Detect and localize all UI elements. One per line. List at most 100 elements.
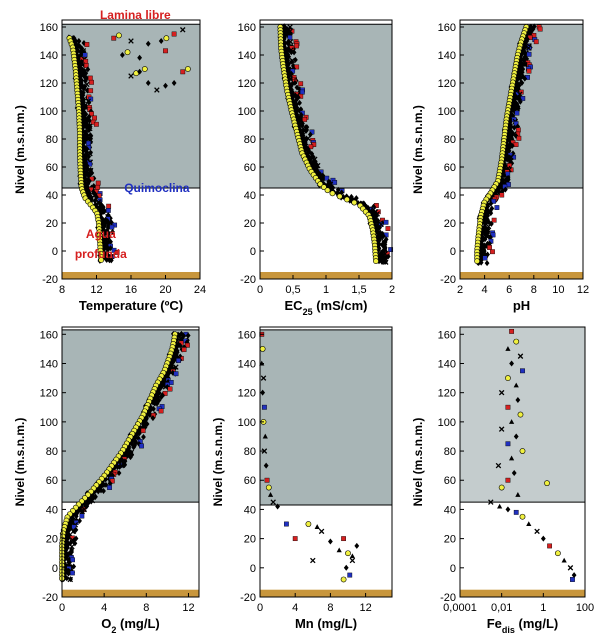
oxygen-point-326 <box>101 488 106 495</box>
conductivity-point-47 <box>294 43 299 49</box>
temperature-point-97 <box>89 79 94 85</box>
temperature-point-115 <box>88 88 94 94</box>
ph-point-190 <box>514 110 520 116</box>
oxygen-point-375 <box>79 513 85 519</box>
conductivity-point-566 <box>351 199 358 206</box>
x-tick-label: 0,0001 <box>443 602 477 614</box>
oxygen-point-285 <box>116 470 122 477</box>
ph-point-63 <box>522 50 528 57</box>
y-tick-label: 60 <box>46 162 58 174</box>
iron-point-30 <box>547 543 553 549</box>
x-tick-label: 2 <box>389 284 395 296</box>
temperature-point-375 <box>105 207 111 213</box>
y-tick-label: -20 <box>440 592 456 604</box>
ph-point-407 <box>482 210 488 217</box>
temperature-point-571 <box>180 69 186 75</box>
oxygen-point-309 <box>107 480 113 487</box>
y-tick-label: 60 <box>244 475 256 487</box>
conductivity-point-336 <box>321 180 327 187</box>
manganese-point-12 <box>267 492 274 497</box>
sediment-band <box>260 589 392 597</box>
y-tick-label: 20 <box>46 218 58 230</box>
manganese-point-26 <box>340 576 347 583</box>
manganese-point-11 <box>265 484 272 491</box>
conductivity-point-126 <box>292 79 298 86</box>
oxygen-point-349 <box>79 502 85 509</box>
temperature-point-379 <box>101 208 107 215</box>
oxygen-point-260 <box>117 458 123 465</box>
iron-point-11 <box>517 411 524 418</box>
conductivity-point-61 <box>291 49 297 56</box>
iron-point-6 <box>505 375 511 381</box>
manganese-point-8 <box>261 448 268 454</box>
temperature-point-173 <box>81 114 87 121</box>
temperature-point-561 <box>171 31 177 37</box>
conductivity-point-325 <box>324 175 330 181</box>
y-tick-label: 40 <box>46 190 58 202</box>
ph-point-358 <box>495 187 501 194</box>
manganese-point-18 <box>318 528 325 535</box>
temperature-y-axis-label: Nivel (m.s.n.m.) <box>13 105 27 194</box>
conductivity-point-128 <box>298 81 304 87</box>
manganese-point-22 <box>336 547 342 553</box>
y-tick-label: -20 <box>42 274 58 286</box>
temperature-point-346 <box>93 193 99 200</box>
conductivity-point-362 <box>340 193 346 200</box>
manganese-point-23 <box>349 557 356 564</box>
oxygen-point-149 <box>154 400 160 407</box>
iron-point-34 <box>571 572 577 579</box>
y-tick-label: -20 <box>42 592 58 604</box>
temperature-point-207 <box>82 130 88 137</box>
manganese-point-16 <box>305 521 312 527</box>
x-tick-label: 0,01 <box>491 602 512 614</box>
iron-point-20 <box>505 477 511 483</box>
x-tick-label: 1 <box>540 602 546 614</box>
oxygen-point-332 <box>89 492 95 499</box>
conductivity-point-27 <box>287 35 293 40</box>
iron-point-25 <box>513 509 519 515</box>
temperature-point-566 <box>163 48 168 54</box>
temperature-point-402 <box>99 221 105 228</box>
x-tick-label: 10 <box>552 284 564 296</box>
conductivity-point-48 <box>282 44 288 51</box>
iron-point-32 <box>561 557 567 563</box>
conductivity-point-504 <box>376 258 382 265</box>
ph-point-490 <box>490 249 495 255</box>
iron-point-23 <box>488 499 494 505</box>
y-tick-label: 0 <box>250 246 256 258</box>
y-tick-label: 140 <box>238 358 256 370</box>
oxygen-point-347 <box>86 498 92 505</box>
temperature-point-567 <box>128 73 134 79</box>
ph-point-422 <box>491 217 497 223</box>
y-tick-label: 160 <box>438 22 456 34</box>
conductivity-point-334 <box>327 179 333 186</box>
temperature-point-480 <box>108 257 114 264</box>
ph-point-368 <box>491 191 497 198</box>
temperature-point-37 <box>78 51 84 58</box>
x-tick-label: 20 <box>159 284 171 296</box>
temperature-point-71 <box>85 66 91 73</box>
ph-point-242 <box>506 135 512 142</box>
y-tick-label: 0 <box>52 246 58 258</box>
iron-point-29 <box>540 535 546 542</box>
iron-frame <box>459 326 586 598</box>
annotation-quimoclina: Quimoclina <box>124 181 190 195</box>
oxygen-point-214 <box>141 433 146 440</box>
conductivity-point-226 <box>303 127 309 134</box>
oxygen-point-465 <box>70 557 75 563</box>
x-tick-label: 1,5 <box>351 284 366 296</box>
x-tick-label: 4 <box>101 602 107 614</box>
x-tick-label: 0,5 <box>285 284 300 296</box>
annotation-lamina-libre: Lamina libre <box>100 8 171 22</box>
ph-x-axis-label: pH <box>513 298 530 313</box>
temperature-point-555 <box>111 35 117 41</box>
temperature-point-554 <box>98 257 105 263</box>
oxygen-point-490 <box>66 569 72 576</box>
y-tick-label: 160 <box>438 329 456 341</box>
temperature-point-316 <box>91 183 97 190</box>
temperature-point-563 <box>119 52 125 58</box>
temperature-point-9 <box>76 38 82 45</box>
conductivity-point-499 <box>380 254 386 261</box>
conductivity-point-273 <box>306 149 312 156</box>
